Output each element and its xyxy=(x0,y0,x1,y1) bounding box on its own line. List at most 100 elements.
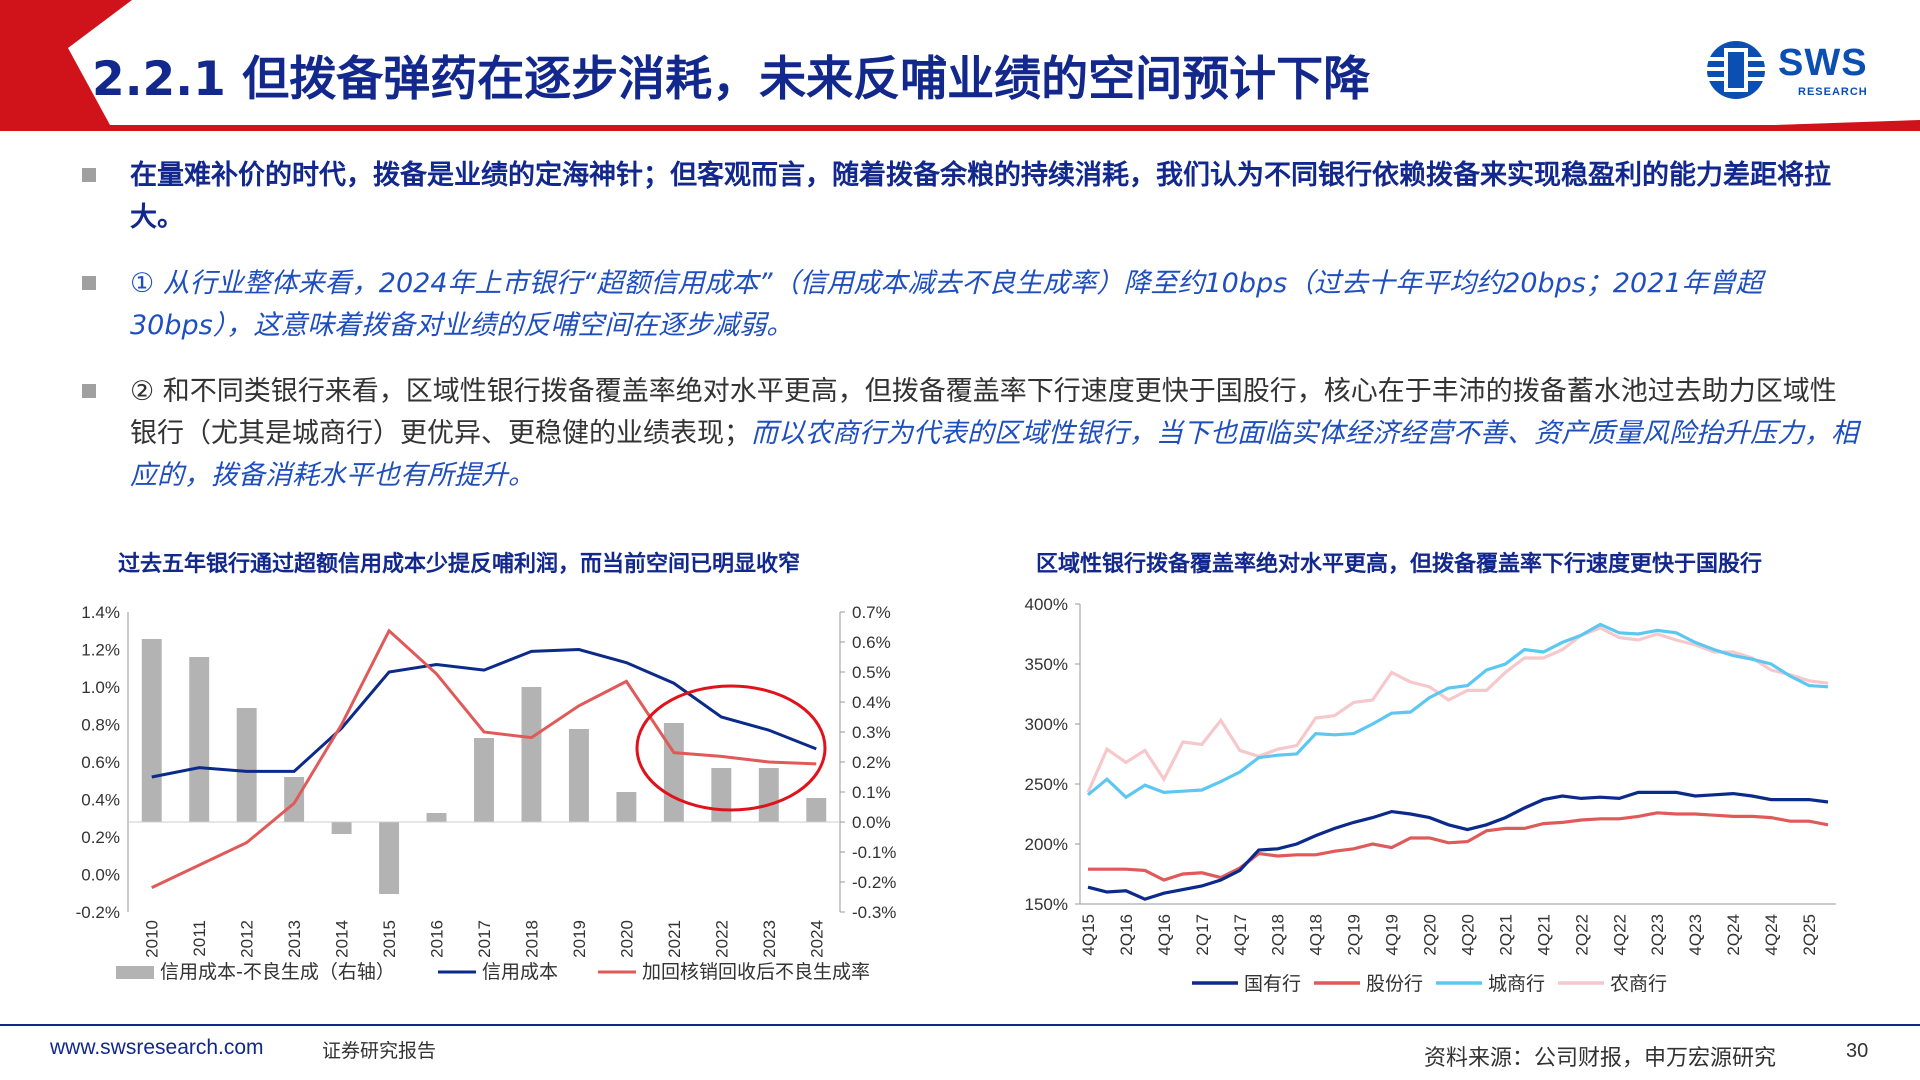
x-tick-label: 2011 xyxy=(190,920,209,957)
x-tick-label: 4Q19 xyxy=(1383,914,1402,956)
y-tick-label: 300% xyxy=(1025,715,1068,734)
x-tick-label: 2015 xyxy=(380,920,399,958)
legend-swatch-bar xyxy=(116,966,154,979)
page-number: 30 xyxy=(1846,1040,1869,1062)
x-tick-label: 2023 xyxy=(760,920,779,958)
x-tick-label: 2Q24 xyxy=(1724,914,1743,956)
bullet-marker xyxy=(82,384,96,398)
chart-title-left: 过去五年银行通过超额信用成本少提反哺利润，而当前空间已明显收窄 xyxy=(118,552,801,577)
bullet-text-3-plain: ② 和不同类银行来看，区域性银行拨备覆盖率绝对水平更高，但拨备覆盖率下行速度更快… xyxy=(130,376,1837,449)
y-right-tick-label: -0.3% xyxy=(852,903,896,922)
footer-url[interactable]: www.swsresearch.com xyxy=(50,1036,264,1059)
y-tick-label: 350% xyxy=(1025,655,1068,674)
legend-label: 加回核销回收后不良生成率 xyxy=(642,961,870,983)
bar-2021 xyxy=(663,723,684,822)
x-tick-label: 2Q21 xyxy=(1496,914,1515,956)
footer-source: 资料来源：公司财报，申万宏源研究 xyxy=(1424,1046,1777,1071)
bar-2014 xyxy=(331,822,352,834)
x-tick-label: 2014 xyxy=(333,920,352,958)
bullet-marker xyxy=(82,276,96,290)
x-tick-label: 2021 xyxy=(665,920,684,958)
x-tick-label: 2012 xyxy=(238,920,257,958)
y-right-tick-label: 0.4% xyxy=(852,693,891,712)
x-tick-label: 2018 xyxy=(522,920,541,958)
x-tick-label: 4Q18 xyxy=(1307,914,1326,956)
line-国有行 xyxy=(1087,790,1829,901)
x-tick-label: 2Q23 xyxy=(1648,914,1667,956)
y-left-tick-label: 0.2% xyxy=(81,828,120,847)
bar-2011 xyxy=(189,657,210,822)
x-tick-label: 2Q16 xyxy=(1117,914,1136,956)
bullet-text-3-emphasis: 而以农商行为代表的区域性银行，当下也面临实体经济经营不善、资产质量风险抬升压力，… xyxy=(130,418,1858,491)
x-tick-label: 2020 xyxy=(617,920,636,958)
y-left-tick-label: 0.0% xyxy=(81,866,120,885)
legend-label: 农商行 xyxy=(1610,973,1667,995)
header-decoration xyxy=(0,0,1920,138)
bar-2023 xyxy=(758,768,779,822)
bullet-text-3: ② 和不同类银行来看，区域性银行拨备覆盖率绝对水平更高，但拨备覆盖率下行速度更快… xyxy=(130,371,1860,497)
x-tick-label: 2019 xyxy=(570,920,589,958)
bullet-text-1: 在量难补价的时代，拨备是业绩的定海神针；但客观而言，随着拨备余粮的持续消耗，我们… xyxy=(130,160,1831,233)
legend-label: 城商行 xyxy=(1488,973,1545,995)
x-tick-label: 4Q16 xyxy=(1155,914,1174,956)
y-left-tick-label: 0.4% xyxy=(81,791,120,810)
x-tick-label: 2022 xyxy=(712,920,731,958)
footer-line xyxy=(0,1024,1920,1026)
y-right-tick-label: 0.1% xyxy=(852,783,891,802)
legend-label: 信用成本 xyxy=(482,961,558,983)
y-right-tick-label: 0.0% xyxy=(852,813,891,832)
x-tick-label: 2Q25 xyxy=(1800,914,1819,956)
y-tick-label: 400% xyxy=(1025,595,1068,614)
bar-2024 xyxy=(806,798,827,822)
bar-2013 xyxy=(284,777,305,822)
x-tick-label: 2Q19 xyxy=(1345,914,1364,956)
y-left-tick-label: 1.0% xyxy=(81,678,120,697)
x-tick-label: 2016 xyxy=(428,920,447,958)
logo-text: SWS xyxy=(1778,42,1868,84)
bar-2018 xyxy=(521,687,542,822)
logo-subtext: RESEARCH xyxy=(1798,86,1868,98)
x-tick-label: 2017 xyxy=(475,920,494,958)
chart-title-right: 区域性银行拨备覆盖率绝对水平更高，但拨备覆盖率下行速度更快于国股行 xyxy=(1036,552,1763,577)
red-corner-shape xyxy=(0,0,132,125)
x-tick-label: 2Q22 xyxy=(1572,914,1591,956)
bar-2019 xyxy=(568,729,589,822)
bar-2017 xyxy=(474,738,494,822)
bar-2012 xyxy=(236,708,257,822)
x-tick-label: 4Q15 xyxy=(1079,914,1098,956)
x-tick-label: 2Q20 xyxy=(1421,914,1440,956)
bar-2015 xyxy=(379,822,400,894)
x-tick-label: 4Q23 xyxy=(1686,914,1705,956)
page-title: 2.2.1 但拨备弹药在逐步消耗，未来反哺业绩的空间预计下降 xyxy=(92,52,1371,107)
sws-logo: SWS RESEARCH xyxy=(1702,38,1884,102)
y-tick-label: 250% xyxy=(1025,775,1068,794)
x-tick-label: 4Q20 xyxy=(1458,914,1477,956)
y-left-tick-label: -0.2% xyxy=(76,903,120,922)
sws-globe-icon xyxy=(1707,41,1765,99)
bar-2010 xyxy=(141,639,162,822)
bar-2022 xyxy=(711,768,732,822)
bullet-text-2: ① 从行业整体来看，2024年上市银行“超额信用成本”（信用成本减去不良生成率）… xyxy=(130,268,1763,341)
highlight-ellipse xyxy=(635,684,827,812)
y-left-tick-label: 1.4% xyxy=(81,603,120,622)
y-right-tick-label: 0.3% xyxy=(852,723,891,742)
chart-left: -0.2% 0.0% 0.2% 0.4% 0.6% 0.8% 1.0% 1.2% 1.4% -0.… xyxy=(76,603,897,983)
y-right-tick-label: -0.2% xyxy=(852,873,896,892)
legend-label: 国有行 xyxy=(1244,973,1301,995)
bar-2016 xyxy=(426,813,447,822)
y-right-tick-label: 0.7% xyxy=(852,603,891,622)
legend-label: 信用成本-不良生成（右轴） xyxy=(160,961,395,983)
y-tick-label: 200% xyxy=(1025,835,1068,854)
y-left-tick-label: 1.2% xyxy=(81,641,120,660)
x-tick-label: 2Q17 xyxy=(1193,914,1212,956)
footer-tag: 证券研究报告 xyxy=(322,1040,437,1062)
x-tick-label: 2Q18 xyxy=(1269,914,1288,956)
y-right-tick-label: 0.6% xyxy=(852,633,891,652)
x-tick-label: 4Q22 xyxy=(1610,914,1629,956)
line-城商行 xyxy=(1086,622,1829,800)
red-underline xyxy=(0,125,1920,131)
bullet-marker xyxy=(82,168,96,182)
x-tick-label: 4Q21 xyxy=(1534,914,1553,956)
line-股份行 xyxy=(1088,811,1829,882)
y-right-tick-label: 0.5% xyxy=(852,663,891,682)
